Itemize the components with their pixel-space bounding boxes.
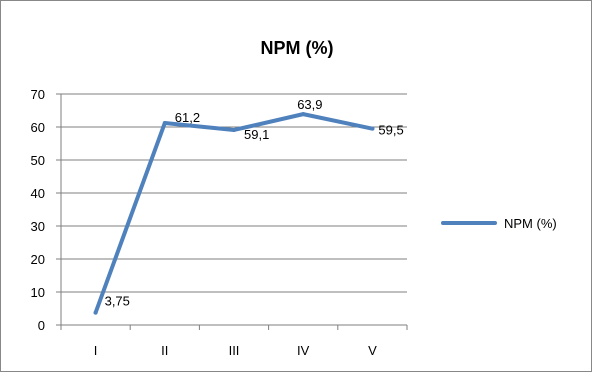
data-label: 59,5 bbox=[378, 123, 403, 138]
chart-title: NPM (%) bbox=[261, 38, 334, 58]
data-label: 63,9 bbox=[297, 97, 322, 112]
y-tick-label: 0 bbox=[38, 318, 45, 333]
data-label: 59,1 bbox=[244, 127, 269, 142]
y-tick-label: 70 bbox=[31, 87, 45, 102]
series-layer bbox=[93, 112, 375, 315]
data-labels: 3,75 61,2 59,1 63,9 59,5 bbox=[105, 97, 404, 308]
data-label: 3,75 bbox=[105, 294, 130, 309]
data-point bbox=[301, 112, 306, 117]
y-tick-label: 30 bbox=[31, 219, 45, 234]
x-tick-label: II bbox=[161, 343, 168, 358]
data-point bbox=[232, 127, 236, 132]
x-tick-label: I bbox=[94, 343, 98, 358]
y-tick-label: 10 bbox=[31, 285, 45, 300]
gridlines bbox=[61, 93, 407, 293]
legend-label: NPM (%) bbox=[504, 216, 557, 231]
x-tick-label: III bbox=[229, 343, 240, 358]
x-tick-label: V bbox=[368, 343, 377, 358]
data-point bbox=[370, 126, 375, 131]
data-label: 61,2 bbox=[175, 110, 200, 125]
data-point bbox=[93, 310, 98, 315]
y-tick-label: 60 bbox=[31, 120, 45, 135]
data-point bbox=[162, 121, 167, 126]
x-tick-label: IV bbox=[297, 343, 310, 358]
legend: NPM (%) bbox=[441, 216, 557, 231]
y-tick-label: 40 bbox=[31, 186, 45, 201]
series-line bbox=[93, 112, 375, 315]
y-tick-label: 50 bbox=[31, 153, 45, 168]
y-tick-label: 20 bbox=[31, 252, 45, 267]
